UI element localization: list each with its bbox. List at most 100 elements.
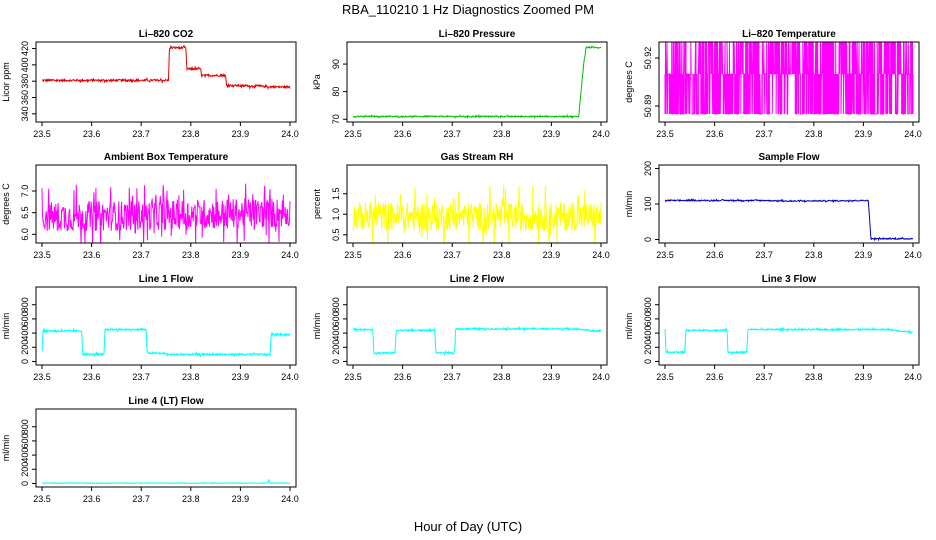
x-tick-label: 23.6 bbox=[83, 372, 101, 382]
y-tick-label: 0.5 bbox=[331, 229, 341, 242]
figure-title: RBA_110210 1 Hz Diagnostics Zoomed PM bbox=[342, 2, 594, 17]
x-tick-label: 23.8 bbox=[182, 494, 200, 504]
x-tick-label: 23.9 bbox=[543, 372, 561, 382]
y-tick-label: 1.5 bbox=[331, 187, 341, 200]
y-tick-label: 0 bbox=[643, 237, 653, 242]
x-tick-label: 23.7 bbox=[443, 250, 461, 260]
plot-frame bbox=[658, 41, 920, 123]
chart-panel: Li–820 CO2 Licor ppm 23.5 23.6 23.7 23.8 23.9 2… bbox=[1, 29, 299, 139]
data-series-line bbox=[352, 184, 602, 243]
y-tick-label: 0 bbox=[643, 359, 653, 364]
y-tick-label: 400 bbox=[20, 448, 30, 463]
y-tick-label: 600 bbox=[20, 433, 30, 448]
plot-frame bbox=[346, 41, 608, 123]
x-tick-label: 23.8 bbox=[805, 250, 823, 260]
x-tick-label: 23.7 bbox=[132, 494, 150, 504]
data-series-line bbox=[664, 197, 914, 242]
y-tick-label: 400 bbox=[643, 326, 653, 341]
chart-panel: Ambient Box Temperature degrees C 23.5 23.6… bbox=[1, 152, 299, 260]
panel-title: Li–820 Pressure bbox=[439, 29, 516, 40]
chart-panel: Li–820 Pressure kPa 23.5 23.6 23.7 23.8 23.9 24… bbox=[312, 29, 610, 139]
y-axis-label: ml/min bbox=[1, 435, 11, 462]
y-axis-label: kPa bbox=[312, 74, 322, 90]
x-tick-label: 23.6 bbox=[83, 129, 101, 139]
plot-frame bbox=[35, 164, 297, 244]
figure-x-axis-label: Hour of Day (UTC) bbox=[414, 519, 522, 534]
x-tick-label: 23.9 bbox=[543, 129, 561, 139]
y-tick-label: 400 bbox=[331, 326, 341, 341]
y-tick-label: 340 bbox=[20, 106, 30, 121]
x-tick-label: 23.5 bbox=[33, 372, 51, 382]
x-tick-label: 23.5 bbox=[344, 250, 362, 260]
y-tick-label: 100 bbox=[643, 196, 653, 211]
x-tick-label: 23.8 bbox=[805, 372, 823, 382]
y-tick-label: 6.5 bbox=[20, 206, 30, 219]
x-tick-label: 23.7 bbox=[132, 372, 150, 382]
y-tick-label: 80 bbox=[331, 87, 341, 97]
y-tick-label: 800 bbox=[643, 297, 653, 312]
y-tick-label: 200 bbox=[20, 462, 30, 477]
y-axis-label: degrees C bbox=[1, 183, 11, 225]
panel-title: Line 2 Flow bbox=[450, 274, 505, 285]
plot-frame bbox=[658, 164, 920, 244]
x-tick-label: 23.5 bbox=[33, 494, 51, 504]
data-series-line bbox=[41, 327, 291, 358]
y-tick-label: 7.0 bbox=[20, 185, 30, 198]
x-tick-label: 23.7 bbox=[443, 372, 461, 382]
x-tick-label: 24.0 bbox=[281, 494, 299, 504]
plot-frame bbox=[35, 408, 297, 488]
x-tick-label: 23.9 bbox=[232, 129, 250, 139]
x-tick-label: 23.8 bbox=[182, 250, 200, 260]
y-tick-label: 800 bbox=[20, 297, 30, 312]
y-tick-label: 200 bbox=[331, 340, 341, 355]
panel-grid: Li–820 CO2 Licor ppm 23.5 23.6 23.7 23.8 23.9 2… bbox=[1, 29, 922, 504]
x-tick-label: 23.5 bbox=[656, 250, 674, 260]
x-tick-label: 23.6 bbox=[83, 250, 101, 260]
x-tick-label: 23.7 bbox=[755, 129, 773, 139]
plot-frame bbox=[35, 286, 297, 366]
x-tick-label: 24.0 bbox=[281, 250, 299, 260]
x-tick-label: 23.7 bbox=[443, 129, 461, 139]
x-tick-label: 23.9 bbox=[232, 494, 250, 504]
x-tick-label: 23.7 bbox=[755, 250, 773, 260]
panel-title: Line 4 (LT) Flow bbox=[128, 396, 204, 407]
x-tick-label: 23.7 bbox=[132, 250, 150, 260]
y-tick-label: 200 bbox=[20, 340, 30, 355]
y-axis-label: percent bbox=[312, 188, 322, 219]
y-tick-label: 0 bbox=[331, 359, 341, 364]
chart-panel: Gas Stream RH percent 23.5 23.6 23.7 23.8 23.9… bbox=[312, 152, 610, 260]
y-tick-label: 380 bbox=[20, 74, 30, 89]
x-tick-label: 23.9 bbox=[232, 250, 250, 260]
y-tick-label: 200 bbox=[643, 161, 653, 176]
panel-title: Ambient Box Temperature bbox=[104, 152, 229, 163]
x-tick-label: 23.6 bbox=[706, 372, 724, 382]
y-axis-label: Licor ppm bbox=[1, 62, 11, 102]
x-tick-label: 24.0 bbox=[904, 129, 922, 139]
y-tick-label: 200 bbox=[643, 340, 653, 355]
panel-title: Gas Stream RH bbox=[441, 152, 514, 163]
data-series-line bbox=[664, 326, 914, 356]
x-tick-label: 23.8 bbox=[493, 250, 511, 260]
data-series-line bbox=[41, 183, 291, 243]
x-tick-label: 23.8 bbox=[805, 129, 823, 139]
y-tick-label: 600 bbox=[331, 311, 341, 326]
x-tick-label: 23.9 bbox=[232, 372, 250, 382]
x-tick-label: 24.0 bbox=[281, 372, 299, 382]
x-tick-label: 23.6 bbox=[394, 250, 412, 260]
y-axis-label: ml/min bbox=[1, 313, 11, 340]
y-axis-label: ml/min bbox=[624, 313, 634, 340]
data-series-line bbox=[352, 45, 602, 120]
chart-panel: Line 3 Flow ml/min 23.5 23.6 23.7 23.8 23.9 24.… bbox=[624, 274, 922, 382]
y-tick-label: 360 bbox=[20, 90, 30, 105]
y-axis-label: degrees C bbox=[624, 61, 634, 103]
x-tick-label: 23.6 bbox=[83, 494, 101, 504]
y-axis-label: ml/min bbox=[624, 191, 634, 218]
panel-title: Line 1 Flow bbox=[139, 274, 194, 285]
x-tick-label: 23.6 bbox=[394, 372, 412, 382]
x-tick-label: 23.8 bbox=[493, 372, 511, 382]
x-tick-label: 24.0 bbox=[904, 250, 922, 260]
panel-title: Sample Flow bbox=[758, 152, 819, 163]
y-tick-label: 0 bbox=[20, 359, 30, 364]
x-tick-label: 23.7 bbox=[132, 129, 150, 139]
